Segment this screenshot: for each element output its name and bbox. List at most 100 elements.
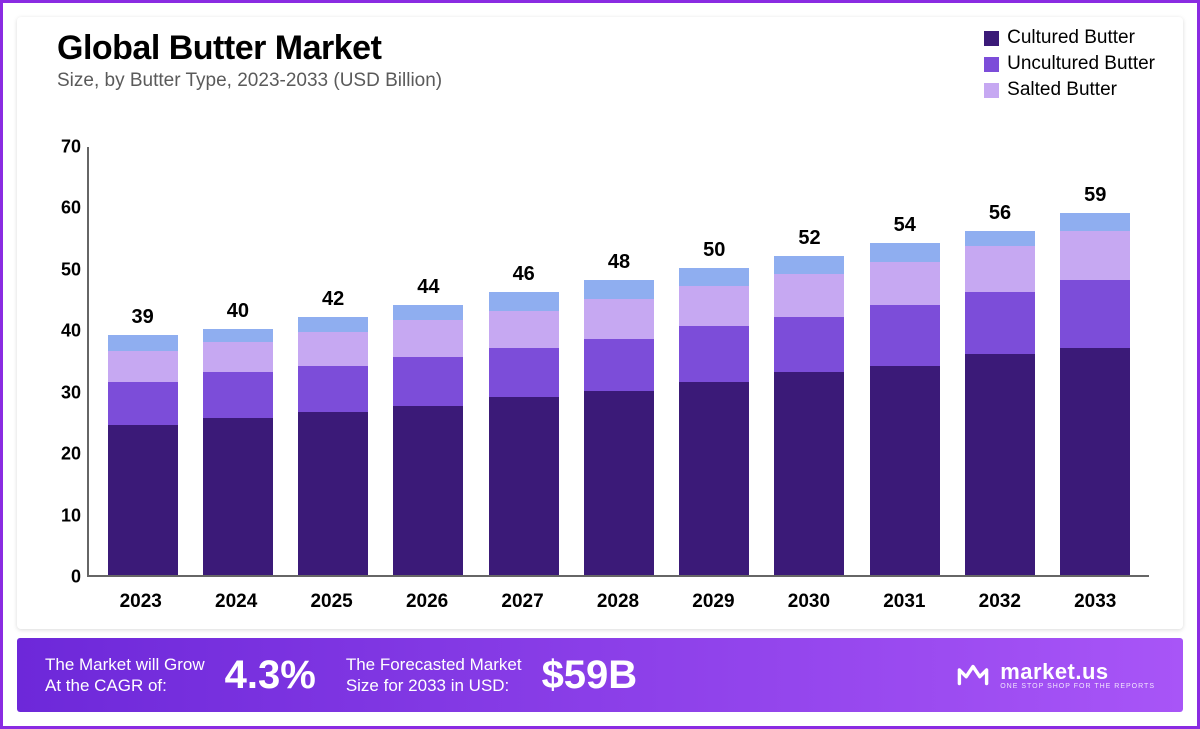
bar-segment [965,246,1035,292]
footer-bar: The Market will GrowAt the CAGR of: 4.3%… [17,638,1183,712]
bar-stack [298,317,368,575]
legend-label: Salted Butter [1007,79,1117,101]
x-tick-label: 2023 [105,591,177,613]
bar-segment [965,354,1035,575]
bar-group: 48 [583,280,655,575]
legend-item: Salted Butter [984,79,1155,101]
bar-total-label: 40 [227,300,249,323]
bar-segment [489,292,559,310]
x-tick-label: 2026 [391,591,463,613]
bar-segment [1060,348,1130,575]
bar-group: 42 [297,317,369,575]
forecast-label: The Forecasted MarketSize for 2033 in US… [346,654,522,697]
bar-total-label: 44 [417,276,439,299]
bar-segment [679,382,749,576]
bar-segment [679,326,749,381]
legend-swatch-icon [984,83,999,98]
y-tick-label: 50 [61,259,81,280]
bar-group: 52 [773,256,845,575]
bar-segment [203,329,273,341]
bar-group: 54 [869,243,941,575]
bar-segment [1060,280,1130,348]
bar-total-label: 48 [608,251,630,274]
bar-segment [108,382,178,425]
bar-segment [679,286,749,326]
bar-segment [489,348,559,397]
legend-swatch-icon [984,31,999,46]
forecast-value: $59B [542,653,638,698]
x-tick-label: 2027 [487,591,559,613]
legend-swatch-icon [984,57,999,72]
bar-stack [774,256,844,575]
x-tick-label: 2029 [677,591,749,613]
bar-group: 44 [392,305,464,575]
bar-segment [870,366,940,575]
bar-segment [584,299,654,339]
chart-subtitle: Size, by Butter Type, 2023-2033 (USD Bil… [57,70,442,92]
bar-total-label: 54 [894,214,916,237]
bar-total-label: 39 [132,306,154,329]
bar-segment [393,305,463,320]
y-axis: 010203040506070 [47,147,87,577]
legend-label: Cultured Butter [1007,27,1135,49]
y-tick-label: 40 [61,321,81,342]
bar-segment [870,243,940,261]
bar-segment [203,342,273,373]
y-tick-label: 0 [71,567,81,588]
bar-total-label: 56 [989,202,1011,225]
x-tick-label: 2025 [296,591,368,613]
chart-title: Global Butter Market [57,29,442,68]
legend-label: Uncultured Butter [1007,53,1155,75]
y-tick-label: 10 [61,505,81,526]
bar-segment [298,317,368,332]
bar-segment [774,372,844,575]
bars-area: 3940424446485052545659 [87,147,1149,577]
cagr-value: 4.3% [225,653,316,698]
bar-segment [965,292,1035,353]
legend-item: Uncultured Butter [984,53,1155,75]
brand-logo-icon [956,658,990,692]
bar-group: 40 [202,329,274,575]
bar-stack [203,329,273,575]
bar-total-label: 42 [322,288,344,311]
bar-total-label: 52 [798,227,820,250]
x-tick-label: 2024 [200,591,272,613]
chart-card: Global Butter Market Size, by Butter Typ… [17,17,1183,629]
bar-segment [108,335,178,350]
chart-header: Global Butter Market Size, by Butter Typ… [57,29,442,92]
bar-stack [870,243,940,575]
x-tick-label: 2028 [582,591,654,613]
bar-segment [489,311,559,348]
brand-name: market.us [1000,661,1155,683]
bar-segment [870,305,940,366]
bar-segment [774,317,844,372]
bar-segment [393,357,463,406]
bar-segment [774,274,844,317]
y-tick-label: 60 [61,198,81,219]
bar-segment [298,366,368,412]
bar-segment [584,391,654,575]
bar-segment [108,425,178,576]
brand-tagline: ONE STOP SHOP FOR THE REPORTS [1000,683,1155,690]
bar-total-label: 50 [703,239,725,262]
bar-stack [679,268,749,575]
chart-plot: 010203040506070 3940424446485052545659 2… [87,147,1149,577]
y-tick-label: 20 [61,444,81,465]
bar-segment [1060,213,1130,231]
bar-segment [870,262,940,305]
bar-stack [584,280,654,575]
bar-segment [965,231,1035,246]
x-tick-label: 2031 [868,591,940,613]
bar-segment [679,268,749,286]
bar-group: 50 [678,268,750,575]
bar-segment [393,406,463,575]
bar-segment [393,320,463,357]
bar-segment [774,256,844,274]
x-tick-label: 2030 [773,591,845,613]
bar-group: 46 [488,292,560,575]
x-tick-label: 2033 [1059,591,1131,613]
bar-segment [108,351,178,382]
bar-group: 39 [107,335,179,575]
bar-segment [584,280,654,298]
bar-total-label: 59 [1084,184,1106,207]
